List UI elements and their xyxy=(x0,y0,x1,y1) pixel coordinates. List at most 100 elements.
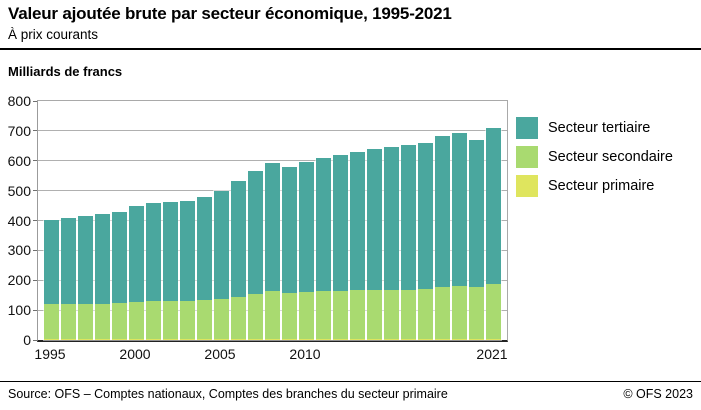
bar-2004 xyxy=(195,195,213,342)
bar-segment-2013-secteur-tertiaire xyxy=(349,151,365,291)
bar-segment-2000-secteur-tertiaire xyxy=(128,206,144,303)
bar-segment-1995-secteur-primaire xyxy=(43,338,59,340)
bar-segment-2018-secteur-secondaire xyxy=(434,286,450,339)
bar-2017 xyxy=(416,142,434,341)
bar-2012 xyxy=(331,154,349,341)
bar-segment-2004-secteur-secondaire xyxy=(196,300,212,339)
bar-segment-2014-secteur-tertiaire xyxy=(366,148,382,290)
bar-segment-2007-secteur-secondaire xyxy=(247,293,263,339)
bar-2021 xyxy=(484,126,502,342)
bar-segment-1998-secteur-secondaire xyxy=(94,303,110,339)
bar-segment-2005-secteur-primaire xyxy=(213,338,229,340)
bar-segment-2003-secteur-secondaire xyxy=(179,300,195,339)
y-axis-label-500: 500 xyxy=(7,182,31,199)
legend-swatch-icon xyxy=(516,117,538,139)
bar-segment-2019-secteur-secondaire xyxy=(451,286,467,339)
bar-segment-2001-secteur-primaire xyxy=(145,338,161,340)
bar-2020 xyxy=(467,139,485,341)
y-axis-label-100: 100 xyxy=(7,302,31,319)
bar-segment-1997-secteur-tertiaire xyxy=(77,216,93,304)
bar-2016 xyxy=(399,144,417,341)
y-axis-label-600: 600 xyxy=(7,152,31,169)
legend-label: Secteur tertiaire xyxy=(548,120,651,136)
bar-segment-2004-secteur-tertiaire xyxy=(196,196,212,301)
bar-segment-2007-secteur-tertiaire xyxy=(247,170,263,294)
bar-2003 xyxy=(178,199,196,342)
bar-segment-1995-secteur-tertiaire xyxy=(43,219,59,304)
legend-item-secteur-tertiaire: Secteur tertiaire xyxy=(516,117,673,139)
y-axis-label-0: 0 xyxy=(23,332,31,348)
source-text: Source: OFS – Comptes nationaux, Comptes… xyxy=(8,387,448,401)
bar-segment-2005-secteur-tertiaire xyxy=(213,190,229,300)
bar-segment-2009-secteur-tertiaire xyxy=(281,167,297,293)
bar-segment-2017-secteur-secondaire xyxy=(417,288,433,339)
bar-2013 xyxy=(348,150,366,342)
bar-segment-2009-secteur-secondaire xyxy=(281,292,297,339)
bar-segment-2015-secteur-secondaire xyxy=(383,290,399,339)
y-axis-tick-600 xyxy=(33,160,37,162)
bar-segment-1996-secteur-primaire xyxy=(60,338,76,340)
bar-2010 xyxy=(297,160,315,342)
bar-segment-1999-secteur-secondaire xyxy=(111,303,127,339)
bar-segment-2019-secteur-primaire xyxy=(451,338,467,340)
bar-segment-2015-secteur-primaire xyxy=(383,338,399,340)
copyright-text: © OFS 2023 xyxy=(623,387,693,401)
bar-segment-2018-secteur-primaire xyxy=(434,338,450,340)
bar-1995 xyxy=(42,218,60,342)
y-axis-label-800: 800 xyxy=(7,93,31,109)
bar-2006 xyxy=(229,180,247,341)
plot-area xyxy=(37,100,508,342)
bar-2002 xyxy=(161,201,179,341)
legend-item-secteur-primaire: Secteur primaire xyxy=(516,175,673,197)
bar-segment-2016-secteur-primaire xyxy=(400,338,416,340)
y-axis-label-400: 400 xyxy=(7,212,31,229)
bar-2019 xyxy=(450,131,468,342)
bar-segment-2017-secteur-primaire xyxy=(417,338,433,340)
bar-segment-1999-secteur-tertiaire xyxy=(111,212,127,304)
bar-segment-2003-secteur-primaire xyxy=(179,338,195,340)
y-axis-tick-400 xyxy=(33,220,37,221)
bar-segment-2019-secteur-tertiaire xyxy=(451,132,467,287)
bar-segment-1995-secteur-secondaire xyxy=(43,303,59,339)
bar-segment-1998-secteur-tertiaire xyxy=(94,213,110,304)
bar-segment-2021-secteur-secondaire xyxy=(485,284,501,339)
bar-segment-2016-secteur-tertiaire xyxy=(400,145,416,290)
bar-segment-2004-secteur-primaire xyxy=(196,338,212,340)
y-axis-label-200: 200 xyxy=(7,272,31,289)
bar-segment-2010-secteur-primaire xyxy=(298,338,314,340)
chart-title: Valeur ajoutée brute par secteur économi… xyxy=(8,4,452,23)
bar-segment-2012-secteur-secondaire xyxy=(332,291,348,339)
bar-segment-2008-secteur-tertiaire xyxy=(264,163,280,291)
bar-2015 xyxy=(382,145,400,342)
bar-2018 xyxy=(433,134,451,342)
bar-segment-2014-secteur-primaire xyxy=(366,338,382,340)
bar-segment-2002-secteur-primaire xyxy=(162,338,178,340)
legend: Secteur tertiaire Secteur secondaire Secte… xyxy=(516,117,673,197)
bar-segment-1997-secteur-secondaire xyxy=(77,303,93,339)
bar-2001 xyxy=(144,201,162,342)
bar-segment-2018-secteur-tertiaire xyxy=(434,135,450,287)
bar-segment-2011-secteur-tertiaire xyxy=(315,157,331,292)
y-axis-tick-0 xyxy=(33,339,37,341)
bar-segment-1997-secteur-primaire xyxy=(77,338,93,340)
bar-segment-2020-secteur-secondaire xyxy=(468,287,484,339)
y-axis-tick-800 xyxy=(33,100,37,102)
legend-swatch-icon xyxy=(516,175,538,197)
bar-segment-1998-secteur-primaire xyxy=(94,338,110,340)
bar-segment-2011-secteur-primaire xyxy=(315,338,331,340)
bar-segment-2008-secteur-primaire xyxy=(264,338,280,340)
bar-segment-2006-secteur-tertiaire xyxy=(230,181,246,298)
bar-segment-2012-secteur-tertiaire xyxy=(332,155,348,292)
bar-segment-2013-secteur-primaire xyxy=(349,338,365,340)
bar-2000 xyxy=(127,205,145,341)
x-axis-label-2021: 2021 xyxy=(476,346,508,362)
bar-segment-2002-secteur-tertiaire xyxy=(162,202,178,301)
bar-1998 xyxy=(93,212,111,342)
x-axis-label-1995: 1995 xyxy=(34,346,66,362)
bar-segment-2017-secteur-tertiaire xyxy=(417,143,433,289)
y-axis-tick-200 xyxy=(33,279,37,281)
bar-segment-1996-secteur-secondaire xyxy=(60,303,76,339)
y-axis-label-700: 700 xyxy=(7,122,31,139)
bar-segment-2002-secteur-secondaire xyxy=(162,300,178,339)
